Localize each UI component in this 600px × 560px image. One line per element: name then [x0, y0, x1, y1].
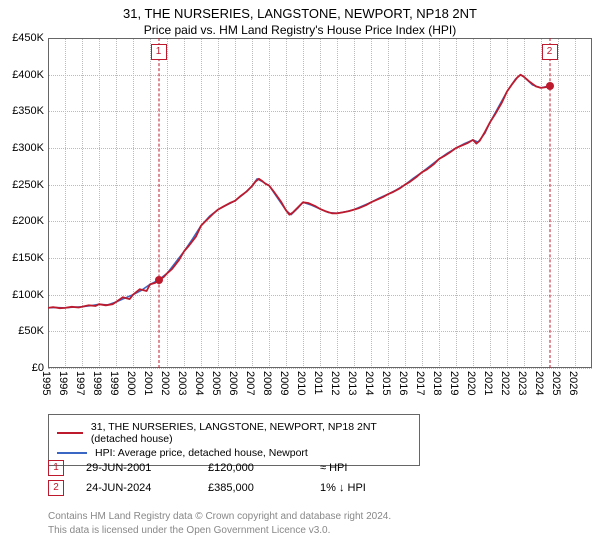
x-axis-tick-label: 2019	[448, 371, 460, 395]
x-axis-tick-label: 2025	[550, 371, 562, 395]
y-axis-tick-label: £400K	[12, 69, 48, 81]
sale-row: 1 29-JUN-2001 £120,000 ≈ HPI	[48, 458, 366, 478]
y-axis-tick-label: £100K	[12, 289, 48, 301]
price-chart-card: 31, THE NURSERIES, LANGSTONE, NEWPORT, N…	[0, 0, 600, 560]
x-axis-tick-label: 2011	[312, 371, 324, 395]
y-axis-tick-label: £150K	[12, 252, 48, 264]
x-axis-tick-label: 2001	[142, 371, 154, 395]
chart-svg	[48, 38, 592, 368]
series-hpi	[48, 75, 550, 308]
chart-subtitle: Price paid vs. HM Land Registry's House …	[0, 23, 600, 37]
sale-relative-hpi: ≈ HPI	[320, 462, 347, 474]
x-axis-tick-label: 2021	[482, 371, 494, 395]
x-axis-tick-label: 2008	[261, 371, 273, 395]
sale-price: £385,000	[208, 482, 298, 494]
series-price_paid	[48, 75, 550, 309]
x-axis-tick-label: 1998	[91, 371, 103, 395]
x-axis-tick-label: 1996	[57, 371, 69, 395]
y-axis-tick-label: £300K	[12, 142, 48, 154]
sale-marker-1	[155, 276, 163, 284]
x-axis-tick-label: 2022	[499, 371, 511, 395]
x-axis-tick-label: 1995	[40, 371, 52, 395]
x-axis-tick-label: 2024	[533, 371, 545, 395]
x-axis-tick-label: 2012	[329, 371, 341, 395]
sale-price: £120,000	[208, 462, 298, 474]
x-axis-tick-label: 2013	[346, 371, 358, 395]
x-axis-tick-label: 2020	[465, 371, 477, 395]
x-axis-tick-label: 2005	[210, 371, 222, 395]
x-axis-tick-label: 2017	[414, 371, 426, 395]
sale-relative-hpi: 1% ↓ HPI	[320, 482, 366, 494]
x-axis-tick-label: 2018	[431, 371, 443, 395]
sale-marker-2	[546, 82, 554, 90]
x-axis-tick-label: 2004	[193, 371, 205, 395]
sale-date: 24-JUN-2024	[86, 482, 186, 494]
attribution-footer: Contains HM Land Registry data © Crown c…	[48, 510, 391, 537]
sale-date: 29-JUN-2001	[86, 462, 186, 474]
y-axis-tick-label: £50K	[18, 325, 48, 337]
x-axis-tick-label: 2003	[176, 371, 188, 395]
y-axis-tick-label: £200K	[12, 215, 48, 227]
x-axis-tick-label: 1997	[74, 371, 86, 395]
x-axis-tick-label: 2014	[363, 371, 375, 395]
x-axis-tick-label: 2010	[295, 371, 307, 395]
x-axis-tick-label: 2002	[159, 371, 171, 395]
sales-table: 1 29-JUN-2001 £120,000 ≈ HPI 2 24-JUN-2024 £38…	[48, 458, 366, 498]
x-axis-tick-label: 2026	[567, 371, 579, 395]
footer-line-1: Contains HM Land Registry data © Crown c…	[48, 510, 391, 524]
x-axis-tick-label: 2009	[278, 371, 290, 395]
x-axis-tick-label: 2000	[125, 371, 137, 395]
x-axis-tick-label: 1999	[108, 371, 120, 395]
y-axis-tick-label: £250K	[12, 179, 48, 191]
legend-label: 31, THE NURSERIES, LANGSTONE, NEWPORT, N…	[91, 421, 411, 445]
sale-row: 2 24-JUN-2024 £385,000 1% ↓ HPI	[48, 478, 366, 498]
chart-title: 31, THE NURSERIES, LANGSTONE, NEWPORT, N…	[0, 6, 600, 21]
x-axis-tick-label: 2023	[516, 371, 528, 395]
sale-callout-2: 2	[542, 44, 558, 60]
x-axis-tick-label: 2007	[244, 371, 256, 395]
chart-plot-area: £0£50K£100K£150K£200K£250K£300K£350K£400…	[48, 38, 592, 368]
x-axis-tick-label: 2006	[227, 371, 239, 395]
chart-titles: 31, THE NURSERIES, LANGSTONE, NEWPORT, N…	[0, 0, 600, 37]
y-axis-tick-label: £350K	[12, 105, 48, 117]
sale-index-box: 1	[48, 460, 64, 476]
footer-line-2: This data is licensed under the Open Gov…	[48, 524, 391, 538]
x-axis-tick-label: 2015	[380, 371, 392, 395]
legend-item: 31, THE NURSERIES, LANGSTONE, NEWPORT, N…	[57, 420, 411, 446]
x-axis-tick-label: 2016	[397, 371, 409, 395]
sale-callout-1: 1	[151, 44, 167, 60]
y-axis-tick-label: £450K	[12, 32, 48, 44]
sale-index-box: 2	[48, 480, 64, 496]
